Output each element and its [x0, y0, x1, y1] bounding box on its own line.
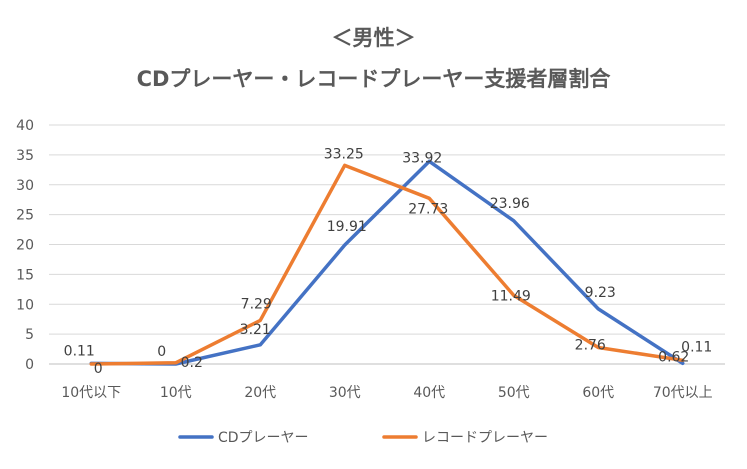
- data-label: 19.91: [327, 219, 367, 235]
- y-tick-label: 15: [16, 267, 34, 283]
- y-axis: 0 5 10 15 20 25 30 35 40: [16, 118, 34, 373]
- data-label: 3.21: [240, 322, 271, 338]
- y-tick-label: 40: [16, 118, 34, 134]
- y-tick-label: 0: [25, 357, 34, 373]
- x-tick-label: 20代: [244, 385, 276, 401]
- x-tick-label: 50代: [498, 385, 530, 401]
- series-line-record-player: [89, 163, 685, 366]
- series-line-cd-player: [89, 159, 685, 366]
- data-label: 0: [94, 361, 103, 377]
- y-tick-label: 35: [16, 148, 34, 164]
- data-label: 0.2: [181, 355, 203, 371]
- data-label: 33.92: [402, 150, 442, 166]
- y-tick-label: 30: [16, 178, 34, 194]
- data-label: 0.62: [658, 349, 689, 365]
- chart-title-line1: ＜男性＞: [331, 26, 416, 50]
- data-label: 33.25: [324, 146, 364, 162]
- y-tick-label: 5: [25, 327, 34, 343]
- data-label: 0: [157, 344, 166, 360]
- x-tick-label: 10代以下: [61, 385, 121, 401]
- x-tick-label: 70代以上: [653, 385, 713, 401]
- data-label: 0.11: [64, 343, 95, 359]
- x-tick-label: 60代: [582, 385, 614, 401]
- legend-label: CDプレーヤー: [218, 430, 309, 446]
- data-label: 2.76: [575, 338, 606, 354]
- data-labels: 0.11 0 3.21 19.91 33.92 23.96 9.23 0.11 0 0.2 7.29…: [64, 146, 713, 377]
- data-label: 9.23: [585, 285, 616, 301]
- data-label: 23.96: [490, 196, 530, 212]
- x-tick-label: 10代: [160, 385, 192, 401]
- x-tick-label: 30代: [329, 385, 361, 401]
- gridlines: [49, 124, 725, 365]
- data-label: 0.11: [681, 339, 712, 355]
- chart-title-line2: CDプレーヤー・レコードプレーヤー支援者層割合: [136, 67, 611, 91]
- legend: CDプレーヤー レコードプレーヤー: [178, 430, 548, 446]
- series-lines: [89, 159, 685, 366]
- y-tick-label: 25: [16, 208, 34, 224]
- data-label: 11.49: [491, 288, 531, 304]
- x-tick-label: 40代: [413, 385, 445, 401]
- x-axis: 10代以下 10代 20代 30代 40代 50代 60代 70代以上: [49, 363, 725, 401]
- legend-label: レコードプレーヤー: [422, 430, 548, 446]
- y-tick-label: 20: [16, 238, 34, 254]
- y-tick-label: 10: [16, 297, 34, 313]
- data-label: 27.73: [408, 201, 448, 217]
- data-label: 7.29: [241, 296, 272, 312]
